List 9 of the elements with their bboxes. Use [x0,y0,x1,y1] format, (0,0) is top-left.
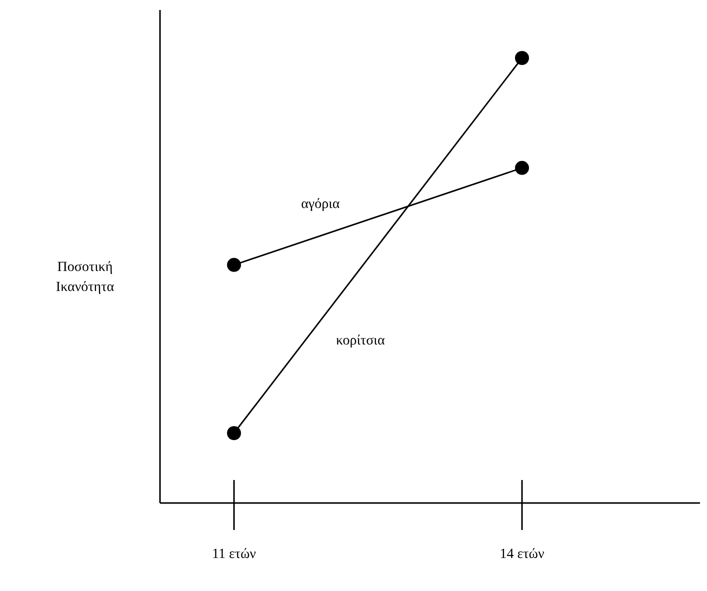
point [227,258,241,272]
series-label: κορίτσια [336,333,386,348]
point [515,51,529,65]
series-label: αγόρια [301,196,340,212]
x-tick-label: 11 ετών [212,547,256,562]
point [227,426,241,440]
point [515,160,529,175]
y-axis-title: Ποσοτική Ικανότητα [56,260,115,295]
x-tick-label: 14 ετών [500,547,544,562]
